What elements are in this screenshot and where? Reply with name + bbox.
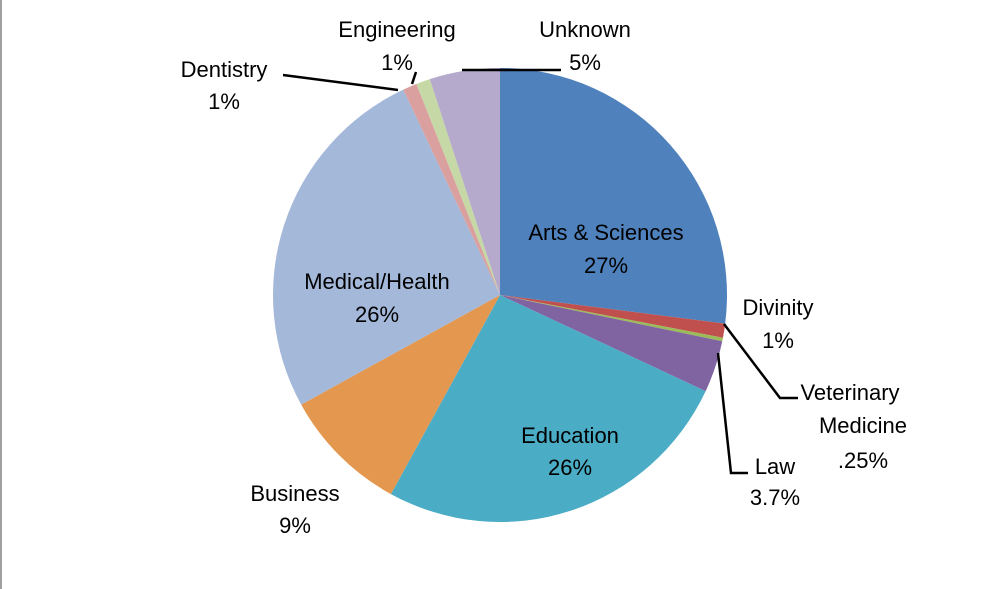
value-divinity: 1%	[762, 328, 794, 353]
pie-slice-education	[390, 295, 706, 522]
value-unknown: 5%	[569, 50, 601, 75]
label-education: Education	[521, 423, 619, 448]
pie-slice-engineering	[416, 79, 500, 295]
value-dentistry: 1%	[208, 89, 240, 114]
leader-line-dentistry	[282, 73, 399, 92]
pie-slice-arts-sciences	[500, 68, 727, 324]
leader-line-veterinary	[723, 323, 798, 400]
value-arts-sciences: 27%	[584, 253, 628, 278]
pie-slice-business	[301, 295, 500, 495]
label-veterinary-line2: Medicine	[819, 413, 907, 438]
leader-line-engineering	[410, 71, 418, 85]
value-veterinary: .25%	[838, 448, 888, 473]
value-business: 9%	[279, 513, 311, 538]
label-veterinary: Veterinary	[800, 380, 899, 405]
pie-slice-veterinary-medicine	[500, 295, 723, 342]
value-engineering: 1%	[381, 50, 413, 75]
label-arts-sciences: Arts & Sciences	[528, 220, 683, 245]
label-engineering: Engineering	[338, 17, 455, 42]
value-medical-health: 26%	[355, 302, 399, 327]
pie-slice-law	[500, 295, 723, 392]
label-divinity: Divinity	[743, 295, 814, 320]
pie-slice-divinity	[500, 295, 726, 338]
label-medical-health: Medical/Health	[304, 269, 450, 294]
label-dentistry: Dentistry	[181, 57, 268, 82]
leader-line-law	[716, 352, 748, 475]
label-law: Law	[755, 454, 795, 479]
label-business: Business	[250, 481, 339, 506]
pie-slice-medical-health	[273, 89, 500, 405]
chart-frame-border	[0, 0, 2, 589]
pie-slice-unknown	[429, 68, 500, 295]
value-law: 3.7%	[750, 485, 800, 510]
pie-slice-dentistry	[403, 83, 500, 295]
value-education: 26%	[548, 455, 592, 480]
label-unknown: Unknown	[539, 17, 631, 42]
